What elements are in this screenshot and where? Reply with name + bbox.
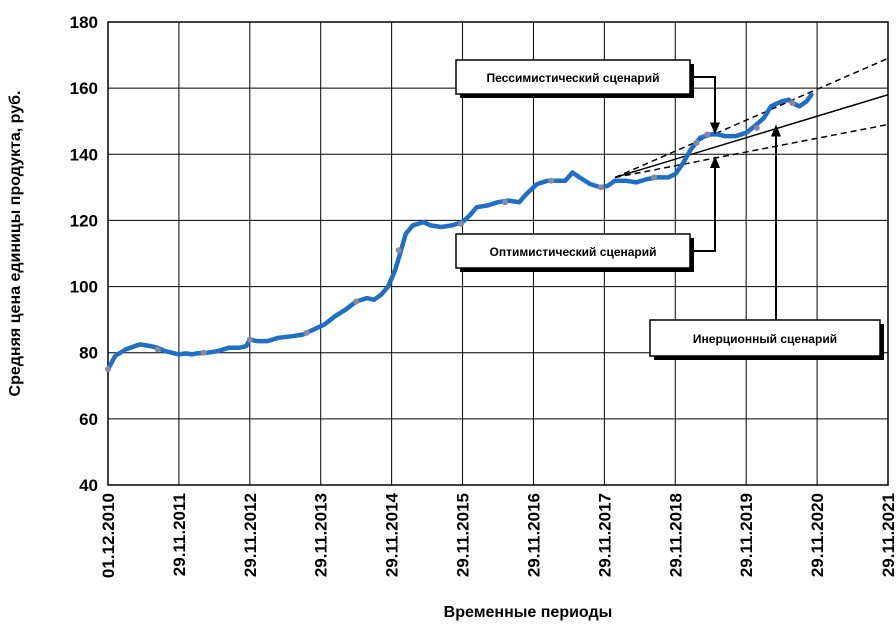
y-tick-label: 180 bbox=[70, 13, 98, 32]
annotation-box bbox=[455, 233, 691, 269]
annotation-box bbox=[455, 59, 691, 95]
data-point bbox=[753, 124, 760, 131]
annotation-arrow bbox=[690, 165, 716, 252]
annotation-arrow bbox=[690, 76, 716, 125]
data-point bbox=[502, 199, 509, 206]
x-tick-label: 29.11.2017 bbox=[595, 493, 614, 577]
x-tick-label: 29.11.2018 bbox=[666, 493, 685, 577]
data-point bbox=[651, 174, 657, 181]
data-point bbox=[704, 131, 711, 138]
scenario-lines bbox=[614, 57, 889, 179]
plot-frame bbox=[107, 21, 889, 486]
data-point bbox=[154, 346, 161, 353]
annotation-label: Оптимистический сценарий bbox=[490, 245, 657, 259]
x-tick-label: 29.11.2012 bbox=[241, 493, 260, 577]
y-tick-label: 120 bbox=[70, 211, 98, 230]
x-tick-label: 29.11.2021 bbox=[879, 493, 896, 577]
x-tick-label: 29.11.2020 bbox=[808, 493, 827, 577]
data-point bbox=[789, 100, 796, 107]
data-point bbox=[548, 177, 555, 184]
arrowhead bbox=[771, 124, 781, 137]
annotations: Пессимистический сценарий Оптимистический… bbox=[455, 59, 884, 360]
y-tick-label: 160 bbox=[70, 79, 98, 98]
x-tick-label: 29.11.2015 bbox=[454, 493, 473, 577]
scenario-line-solid bbox=[614, 94, 889, 179]
y-tick-label: 80 bbox=[79, 344, 98, 363]
data-point bbox=[105, 366, 111, 373]
annotation-label: Инерционный сценарий bbox=[693, 332, 837, 346]
data-point bbox=[353, 298, 360, 305]
x-axis-ticks: 01.12.2010 29.11.2011 29.11.2012 29.11.2013… bbox=[99, 492, 896, 578]
x-axis-title: Временные периоды bbox=[444, 604, 613, 621]
scenario-line-dashed bbox=[614, 123, 889, 179]
annotation-label: Пессимистический сценарий bbox=[486, 71, 659, 85]
data-point bbox=[458, 220, 465, 227]
data-point bbox=[200, 349, 207, 356]
y-axis-ticks: 40 60 80 100 120 140 160 180 bbox=[70, 13, 98, 495]
data-point bbox=[597, 184, 604, 191]
y-axis-title: Средняя цена единицы продукта, руб. bbox=[7, 91, 24, 397]
y-tick-label: 40 bbox=[79, 476, 98, 495]
x-tick-label: 29.11.2016 bbox=[524, 493, 543, 577]
x-tick-label: 01.12.2010 bbox=[99, 493, 118, 578]
x-tick-label: 29.11.2013 bbox=[312, 493, 331, 577]
data-point bbox=[693, 139, 700, 146]
x-tick-label: 29.11.2011 bbox=[170, 493, 189, 576]
annotation-box bbox=[649, 319, 881, 357]
data-point bbox=[246, 336, 253, 343]
data-point bbox=[303, 329, 310, 336]
arrowhead bbox=[710, 122, 720, 135]
arrowhead bbox=[710, 155, 720, 168]
series-layer bbox=[105, 92, 814, 373]
y-tick-label: 140 bbox=[70, 145, 98, 164]
y-tick-label: 60 bbox=[79, 410, 98, 429]
x-tick-label: 29.11.2019 bbox=[737, 493, 756, 577]
y-tick-label: 100 bbox=[70, 278, 98, 297]
data-point bbox=[395, 247, 402, 254]
x-tick-label: 29.11.2014 bbox=[383, 492, 402, 577]
